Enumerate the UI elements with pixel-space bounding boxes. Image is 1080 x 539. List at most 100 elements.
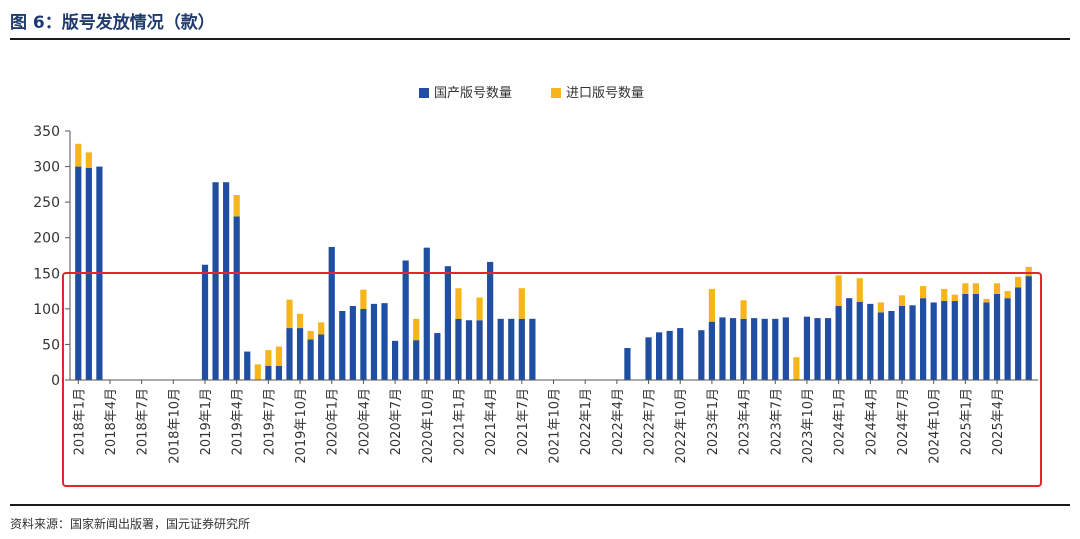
x-tick-label: 2018年4月 xyxy=(104,388,119,455)
x-tick-label: 2021年10月 xyxy=(548,388,563,464)
x-tick-label: 2020年1月 xyxy=(326,388,341,455)
bar-domestic xyxy=(835,306,842,380)
bar-domestic xyxy=(993,293,1001,380)
bar-imported xyxy=(275,346,283,366)
bar-imported xyxy=(951,294,958,302)
bar-domestic xyxy=(856,301,863,380)
bar-domestic xyxy=(719,317,726,380)
bar-domestic xyxy=(307,339,314,380)
bar-domestic xyxy=(318,334,325,380)
bar-imported xyxy=(835,275,842,307)
x-tick-label: 2019年7月 xyxy=(262,388,277,455)
bar-domestic xyxy=(201,264,209,380)
x-tick-label: 2022年10月 xyxy=(674,388,689,464)
y-tick-label: 0 xyxy=(51,373,60,389)
x-tick-label: 2018年10月 xyxy=(167,388,182,464)
bar-domestic xyxy=(677,328,684,380)
bar-imported xyxy=(233,195,240,217)
bar-domestic xyxy=(814,318,821,380)
figure-title: 图 6：版号发放情况（款） xyxy=(10,13,215,33)
bar-domestic xyxy=(391,340,399,380)
x-tick-label: 2024年10月 xyxy=(928,388,943,464)
y-tick-label: 250 xyxy=(33,195,60,211)
bar-imported xyxy=(518,288,525,319)
x-tick-label: 2024年4月 xyxy=(864,388,879,455)
x-axis: 2018年1月 2018年4月 2018年7月 2018年10月 2019年1月 2019… xyxy=(70,379,1038,464)
bar-domestic xyxy=(761,318,768,380)
bar-domestic xyxy=(951,301,958,380)
title-rule xyxy=(10,38,1070,40)
bar-domestic xyxy=(877,312,884,380)
bar-domestic xyxy=(434,333,441,380)
x-tick-label: 2021年4月 xyxy=(484,388,499,455)
bar-domestic xyxy=(402,260,409,380)
bar-domestic xyxy=(328,246,335,380)
x-tick-label: 2023年1月 xyxy=(706,388,721,455)
bar-domestic xyxy=(455,318,462,380)
legend-label-domestic: 国产版号数量 xyxy=(434,86,512,101)
bar-imported xyxy=(1025,266,1032,277)
bar-domestic xyxy=(1004,298,1011,380)
bar-domestic xyxy=(888,310,895,380)
bar-imported xyxy=(972,283,980,294)
bar-imported xyxy=(898,295,906,307)
chart-legend: 国产版号数量 进口版号数量 xyxy=(419,86,644,101)
legend-swatch-imported xyxy=(551,88,561,98)
bar-domestic xyxy=(941,301,948,380)
bar-imported xyxy=(793,357,800,380)
bar-domestic xyxy=(824,318,832,380)
bar-imported xyxy=(941,288,948,302)
bar-domestic xyxy=(265,365,272,380)
bar-imported xyxy=(1004,291,1011,299)
legend-swatch-domestic xyxy=(419,88,429,98)
y-tick-label: 300 xyxy=(33,160,60,176)
bar-imported xyxy=(993,283,1001,294)
bar-domestic xyxy=(972,293,980,380)
bar-domestic xyxy=(930,302,937,380)
x-tick-label: 2022年4月 xyxy=(611,388,626,455)
bar-domestic xyxy=(476,320,483,380)
highlight-box xyxy=(62,272,1042,487)
bar-domestic xyxy=(465,320,473,380)
bar-imported xyxy=(360,289,367,309)
legend-label-imported: 进口版号数量 xyxy=(566,86,644,101)
bar-imported xyxy=(286,299,293,329)
bar-imported xyxy=(307,330,314,340)
bar-imported xyxy=(318,322,325,335)
bar-imported xyxy=(962,283,969,294)
bar-domestic xyxy=(656,332,663,380)
bar-imported xyxy=(476,297,483,321)
bar-imported xyxy=(708,288,716,322)
y-tick-label: 350 xyxy=(33,124,60,140)
x-tick-label: 2022年1月 xyxy=(579,388,594,455)
bar-domestic xyxy=(518,318,525,380)
x-tick-label: 2020年7月 xyxy=(389,388,404,455)
x-tick-label: 2018年7月 xyxy=(136,388,151,455)
x-tick-label: 2025年1月 xyxy=(959,388,974,455)
bar-imported xyxy=(455,288,462,319)
bar-domestic xyxy=(846,298,853,380)
bar-imported xyxy=(85,152,92,168)
x-tick-label: 2024年7月 xyxy=(896,388,911,455)
bar-imported xyxy=(254,364,261,380)
bar-domestic xyxy=(233,216,240,380)
x-tick-label: 2019年10月 xyxy=(294,388,309,464)
bar-domestic xyxy=(1015,287,1022,380)
x-tick-label: 2018年1月 xyxy=(72,388,87,455)
bar-domestic xyxy=(624,347,631,380)
x-tick-label: 2020年4月 xyxy=(357,388,372,455)
bar-domestic xyxy=(898,306,906,380)
x-tick-label: 2023年4月 xyxy=(738,388,753,455)
bar-domestic xyxy=(349,306,356,380)
y-tick-label: 50 xyxy=(42,337,60,353)
x-tick-label: 2020年10月 xyxy=(421,388,436,464)
bar-domestic xyxy=(212,182,219,380)
bar-domestic xyxy=(751,318,758,380)
bar-imported xyxy=(740,300,747,319)
bars xyxy=(75,143,1032,380)
bar-domestic xyxy=(666,330,673,380)
bar-imported xyxy=(856,278,863,302)
bar-domestic xyxy=(803,316,811,380)
bar-domestic xyxy=(920,298,927,380)
